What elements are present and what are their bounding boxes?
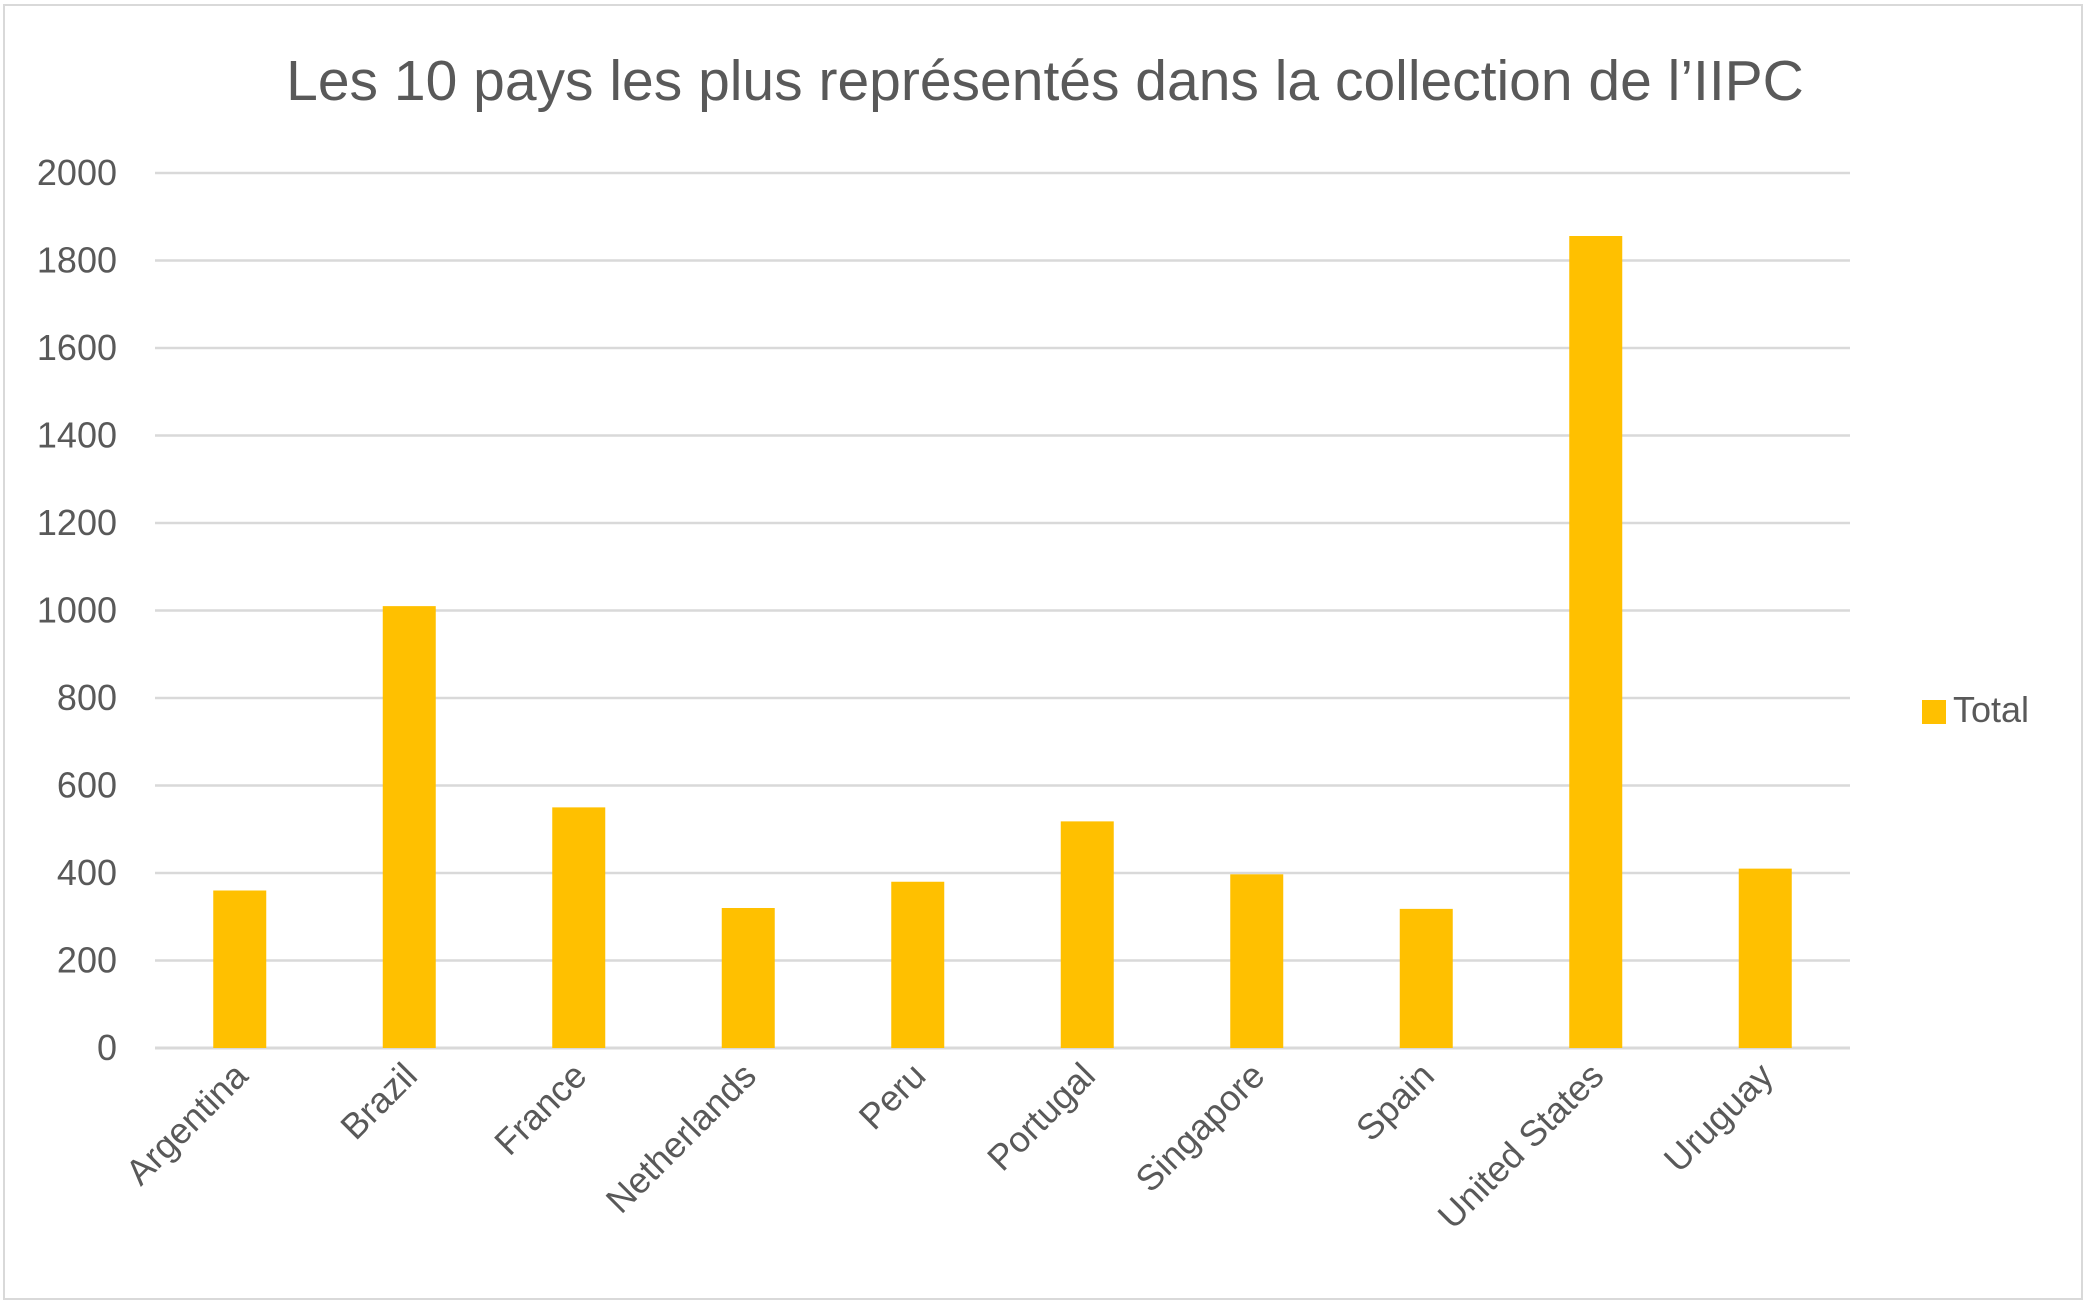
- y-tick-label: 0: [97, 1027, 117, 1068]
- y-tick-label: 2000: [37, 152, 117, 193]
- y-axis-ticks: 0 200 400 600 800 1000 1200 1400 1600 1800 2000: [37, 152, 117, 1068]
- x-tick-label: Portugal: [979, 1055, 1103, 1179]
- legend-label: Total: [1953, 689, 2029, 730]
- bar-netherlands: [721, 908, 775, 1048]
- y-tick-label: 1200: [37, 502, 117, 543]
- y-tick-label: 1800: [37, 240, 117, 281]
- chart-title: Les 10 pays les plus représentés dans la…: [286, 49, 1804, 113]
- legend: Total: [1922, 689, 2029, 730]
- x-tick-label: Argentina: [117, 1054, 256, 1193]
- x-tick-label: Singapore: [1127, 1055, 1272, 1200]
- x-tick-label: Spain: [1348, 1055, 1442, 1149]
- bar-argentina: [213, 890, 267, 1048]
- bar-spain: [1399, 908, 1453, 1048]
- chart-frame: [3, 4, 2083, 1300]
- grid-lines: [155, 171, 1850, 1050]
- x-tick-label: United States: [1430, 1055, 1612, 1237]
- bar-france: [552, 807, 606, 1048]
- x-tick-label: Peru: [851, 1055, 934, 1138]
- legend-swatch: [1922, 700, 1946, 724]
- x-tick-label: Brazil: [332, 1055, 425, 1148]
- bar-uruguay: [1738, 868, 1792, 1048]
- y-tick-label: 1400: [37, 415, 117, 456]
- bar-portugal: [1060, 821, 1114, 1048]
- x-axis-labels: Argentina Brazil France Netherlands Peru Port…: [117, 1054, 1780, 1237]
- bar-brazil: [382, 606, 436, 1048]
- x-tick-label: Uruguay: [1656, 1055, 1781, 1180]
- y-tick-label: 1600: [37, 327, 117, 368]
- y-tick-label: 400: [57, 852, 117, 893]
- y-tick-label: 1000: [37, 590, 117, 631]
- bar-united-states: [1569, 236, 1623, 1048]
- bar-singapore: [1230, 874, 1284, 1048]
- y-tick-label: 600: [57, 765, 117, 806]
- bars: [213, 236, 1792, 1048]
- y-tick-label: 800: [57, 677, 117, 718]
- x-tick-label: Netherlands: [598, 1055, 764, 1221]
- y-tick-label: 200: [57, 940, 117, 981]
- x-tick-label: France: [486, 1055, 594, 1163]
- bar-peru: [891, 881, 945, 1048]
